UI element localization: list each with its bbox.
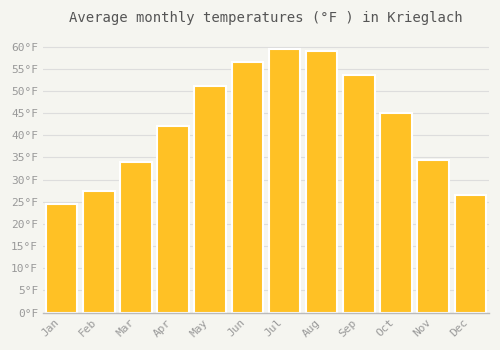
- Bar: [120, 162, 152, 313]
- Bar: [46, 204, 78, 313]
- Bar: [454, 195, 486, 313]
- Title: Average monthly temperatures (°F ) in Krieglach: Average monthly temperatures (°F ) in Kr…: [69, 11, 462, 25]
- Bar: [380, 113, 412, 313]
- Bar: [268, 49, 300, 313]
- Bar: [194, 86, 226, 313]
- Bar: [418, 160, 449, 313]
- Bar: [83, 191, 114, 313]
- Bar: [343, 75, 374, 313]
- Bar: [232, 62, 263, 313]
- Bar: [157, 126, 189, 313]
- Bar: [306, 51, 338, 313]
